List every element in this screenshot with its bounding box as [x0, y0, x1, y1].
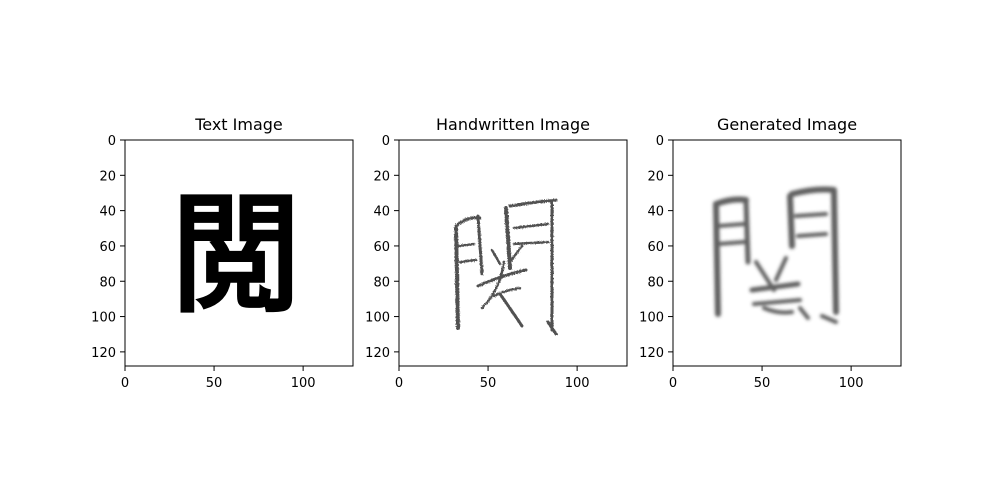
y-tick-label: 120	[91, 346, 116, 361]
y-tick-label: 100	[91, 311, 116, 326]
y-tick-label: 0	[108, 134, 116, 149]
y-tick-label: 120	[639, 346, 664, 361]
y-tick-label: 40	[373, 205, 390, 220]
y-tick-label: 20	[647, 169, 664, 184]
x-ticks: 0 50 100	[669, 366, 864, 391]
x-tick-label: 0	[669, 376, 677, 391]
y-tick-label: 60	[99, 240, 116, 255]
x-tick-label: 50	[480, 376, 497, 391]
panel-title: Generated Image	[717, 115, 857, 134]
x-tick-label: 50	[206, 376, 223, 391]
x-ticks: 0 50 100	[395, 366, 590, 391]
y-tick-label: 0	[382, 134, 390, 149]
y-tick-label: 20	[373, 169, 390, 184]
image-background	[673, 140, 901, 366]
panel-title: Text Image	[194, 115, 283, 134]
x-ticks: 0 50 100	[121, 366, 316, 391]
y-tick-label: 100	[639, 311, 664, 326]
panel-text-image: Text Image 閲 0 50 100 0 20 40 60 80 100 120	[91, 115, 354, 391]
generated-glyph-image	[713, 186, 839, 324]
x-tick-label: 100	[565, 376, 590, 391]
y-tick-label: 80	[373, 275, 390, 290]
x-tick-label: 100	[839, 376, 864, 391]
axes-frame	[672, 139, 902, 367]
y-tick-label: 80	[647, 275, 664, 290]
x-tick-label: 0	[395, 376, 403, 391]
y-ticks: 0 20 40 60 80 100 120	[639, 134, 673, 361]
y-tick-label: 0	[656, 134, 664, 149]
y-tick-label: 100	[365, 311, 390, 326]
y-ticks: 0 20 40 60 80 100 120	[91, 134, 125, 361]
axes-frame	[124, 139, 354, 367]
image-background	[125, 140, 353, 366]
panel-generated-image: Generated Image	[639, 115, 902, 391]
x-tick-label: 0	[121, 376, 129, 391]
y-tick-label: 120	[365, 346, 390, 361]
y-tick-label: 40	[99, 205, 116, 220]
printed-glyph-image: 閲	[171, 179, 301, 331]
x-tick-label: 50	[754, 376, 771, 391]
image-background	[399, 140, 627, 366]
axes-frame	[398, 139, 628, 367]
panel-title: Handwritten Image	[436, 115, 590, 134]
x-tick-label: 100	[291, 376, 316, 391]
y-tick-label: 80	[99, 275, 116, 290]
y-tick-label: 20	[99, 169, 116, 184]
handwritten-glyph-image	[454, 198, 558, 336]
y-tick-label: 60	[647, 240, 664, 255]
y-tick-label: 60	[373, 240, 390, 255]
y-ticks: 0 20 40 60 80 100 120	[365, 134, 399, 361]
glyph-printed: 閲	[171, 179, 301, 331]
panel-handwritten-image: Handwritten Image	[365, 115, 628, 391]
y-tick-label: 40	[647, 205, 664, 220]
